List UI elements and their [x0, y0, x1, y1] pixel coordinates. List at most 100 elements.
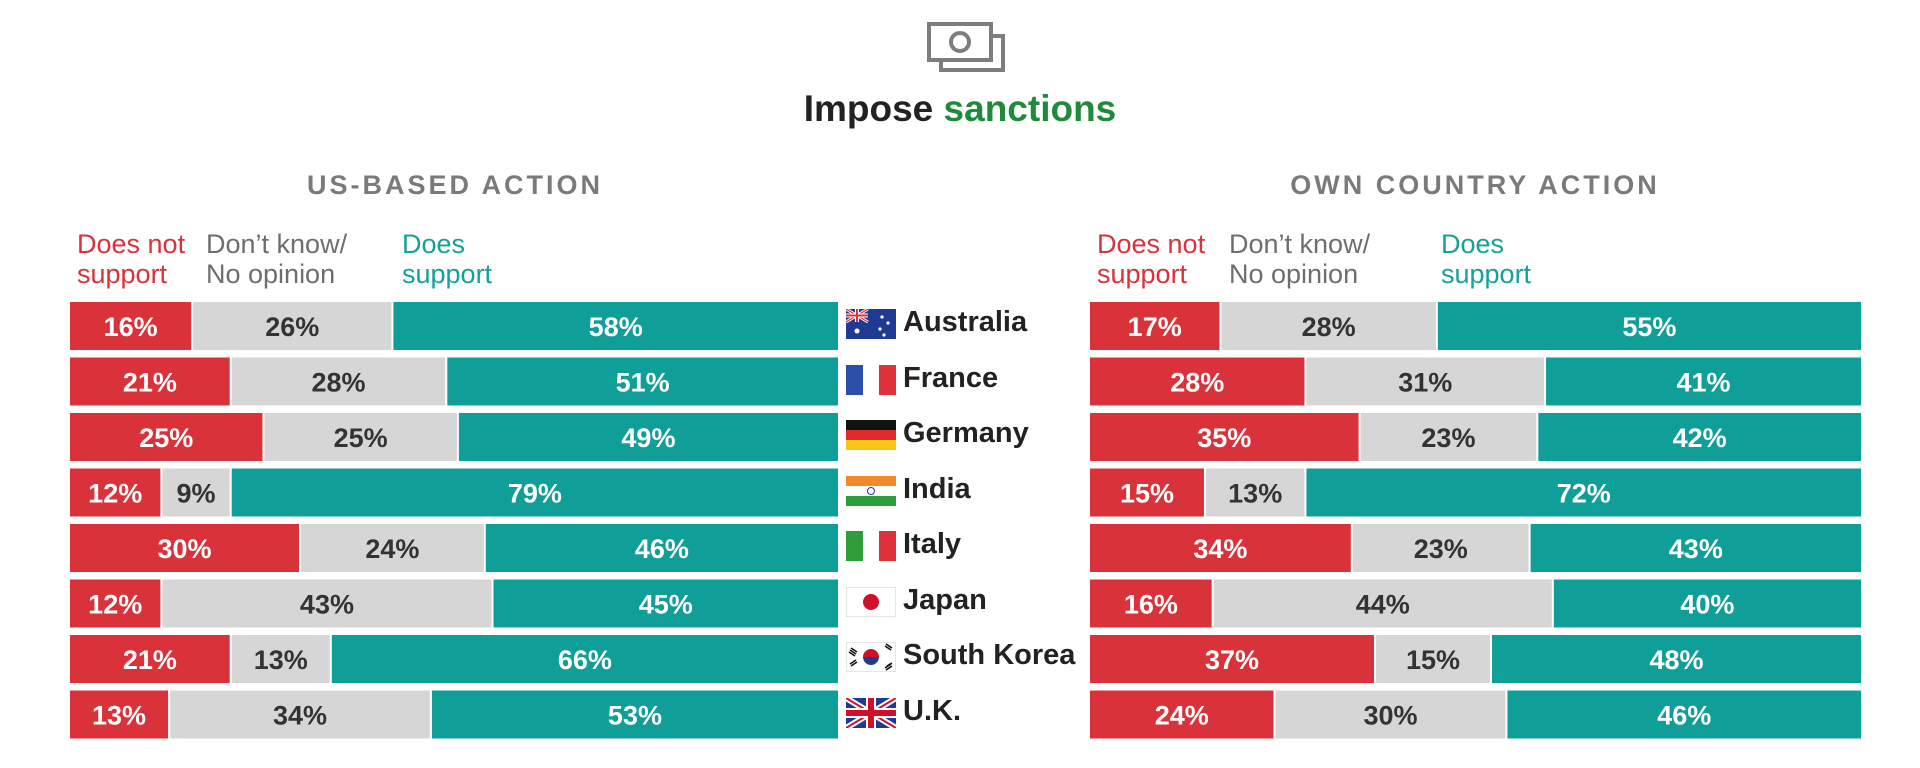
bar-us-based-dont-know-italy [301, 524, 484, 572]
bar-value-label: 49% [621, 423, 675, 453]
bar-value-label: 24% [365, 534, 419, 564]
legend-line: No opinion [206, 259, 336, 289]
legend-not-support-right: Does not support [1097, 229, 1205, 289]
bar-own-country-not-support-japan [1090, 579, 1212, 628]
bar-value-label: 34% [1193, 534, 1247, 564]
bar-own-country-not-support-u-k- [1090, 690, 1274, 739]
legend-dont-know-left: Don’t know/ No opinion [206, 229, 347, 289]
legend-support-left: Does support [402, 229, 492, 289]
bar-value-label: 58% [589, 312, 643, 342]
country-label: U.K. [903, 694, 961, 727]
legend-line: No opinion [1229, 259, 1359, 289]
bar-value-label: 12% [88, 590, 142, 620]
bar-value-label: 42% [1673, 423, 1727, 453]
bar-value-label: 44% [1356, 590, 1410, 620]
legend-line: support [1097, 259, 1188, 289]
bar-us-based-not-support-australia [70, 302, 192, 350]
bar-value-label: 28% [1302, 312, 1356, 342]
bar-value-label: 53% [608, 701, 662, 731]
japan-flag-icon [846, 586, 896, 617]
legend-line: Does [1441, 229, 1505, 259]
bar-value-label: 13% [92, 701, 146, 731]
bar-own-country-dont-know-italy [1352, 524, 1529, 572]
legend-line: Don’t know/ [1229, 229, 1371, 259]
bar-us-based-not-support-italy [70, 524, 299, 572]
bar-own-country-not-support-south-korea [1090, 635, 1375, 683]
bar-us-based-dont-know-australia [193, 302, 392, 350]
bar-value-label: 23% [1421, 423, 1475, 453]
bar-value-label: 30% [1363, 701, 1417, 731]
bar-own-country-dont-know-australia [1221, 302, 1436, 350]
bar-us-based-dont-know-south-korea [231, 635, 330, 683]
australia-flag-icon [846, 309, 896, 339]
bar-value-label: 15% [1120, 479, 1174, 509]
germany-flag-icon [846, 420, 896, 450]
bar-own-country-not-support-germany [1090, 413, 1359, 461]
title-prefix: Impose [803, 88, 944, 129]
chart-title: Impose sanctions [0, 88, 1920, 130]
bar-own-country-not-support-france [1090, 357, 1305, 406]
legend-support-right: Does support [1441, 229, 1531, 289]
france-flag-icon [846, 364, 896, 395]
bar-us-based-dont-know-india [162, 468, 230, 517]
bar-value-label: 34% [273, 701, 327, 731]
bar-value-label: 26% [265, 312, 319, 342]
bar-value-label: 17% [1128, 312, 1182, 342]
bar-us-based-support-australia [393, 302, 838, 350]
bar-value-label: 21% [123, 368, 177, 398]
legend-line: Don’t know/ [206, 229, 348, 259]
bar-value-label: 25% [334, 423, 388, 453]
bar-own-country-dont-know-france [1306, 357, 1545, 406]
bar-own-country-not-support-india [1090, 468, 1204, 517]
bar-value-label: 30% [157, 534, 211, 564]
bar-own-country-support-australia [1437, 302, 1861, 350]
country-label: Italy [903, 528, 962, 560]
bar-us-based-support-france [447, 357, 838, 406]
uk-flag-icon [846, 697, 896, 728]
bar-us-based-support-italy [485, 524, 838, 572]
bar-us-based-support-india [231, 468, 838, 517]
bar-value-label: 79% [508, 479, 562, 509]
bar-value-label: 35% [1197, 423, 1251, 453]
legend-line: support [1441, 259, 1532, 289]
bar-value-label: 41% [1677, 368, 1731, 398]
country-label: India [903, 472, 971, 505]
bar-value-label: 25% [139, 423, 193, 453]
bar-own-country-dont-know-india [1205, 468, 1305, 517]
legend-line: Does not [1097, 229, 1206, 259]
bar-value-label: 66% [558, 645, 612, 675]
legend-line: Does not [77, 229, 186, 259]
bar-value-label: 16% [104, 312, 158, 342]
bar-own-country-support-india [1306, 468, 1861, 517]
bar-value-label: 46% [635, 534, 689, 564]
bar-value-label: 15% [1406, 645, 1460, 675]
bar-value-label: 51% [616, 368, 670, 398]
bar-value-label: 46% [1657, 701, 1711, 731]
country-label: South Korea [903, 639, 1076, 671]
bar-value-label: 13% [254, 645, 308, 675]
bar-us-based-not-support-japan [70, 579, 161, 628]
bar-own-country-support-italy [1530, 524, 1861, 572]
bar-value-label: 43% [1669, 534, 1723, 564]
south-korea-flag-icon [846, 642, 896, 672]
country-label: Germany [903, 417, 1029, 449]
country-label: France [903, 361, 999, 394]
bar-us-based-not-support-u-k- [70, 690, 169, 739]
italy-flag-icon [846, 531, 896, 561]
bar-value-label: 16% [1124, 590, 1178, 620]
bar-value-label: 21% [123, 645, 177, 675]
india-flag-icon [846, 475, 896, 506]
legend-not-support-left: Does not support [77, 229, 185, 289]
bar-value-label: 28% [1170, 368, 1224, 398]
bar-value-label: 31% [1398, 368, 1452, 398]
bar-value-label: 23% [1414, 534, 1468, 564]
bar-us-based-support-germany [458, 413, 838, 461]
bar-own-country-support-france [1546, 357, 1861, 406]
legend-dont-know-right: Don’t know/ No opinion [1229, 229, 1370, 289]
title-accent: sanctions [943, 88, 1117, 129]
panel-title-us-based: US-BASED ACTION [306, 170, 603, 200]
bar-value-label: 28% [311, 368, 365, 398]
bar-own-country-dont-know-south-korea [1376, 635, 1490, 683]
bar-own-country-dont-know-japan [1213, 579, 1552, 628]
